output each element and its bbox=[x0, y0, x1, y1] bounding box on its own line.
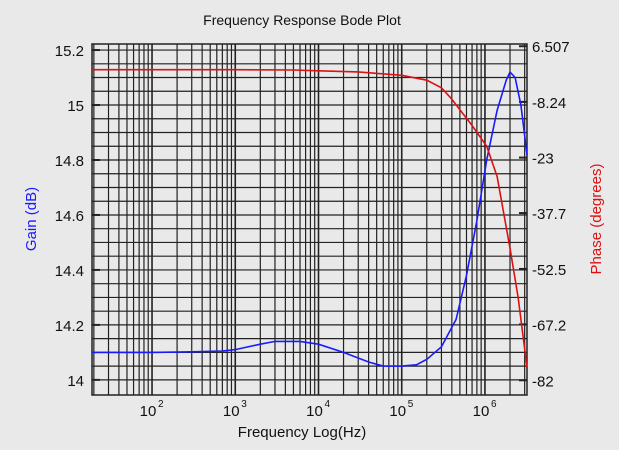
x-tick-exponent: 4 bbox=[324, 399, 330, 410]
x-tick-exponent: 2 bbox=[158, 399, 164, 410]
x-tick-label: 10 bbox=[389, 403, 406, 420]
x-tick-label: 10 bbox=[223, 403, 240, 420]
x-tick-exponent: 3 bbox=[241, 399, 247, 410]
y-tick-label: 15.2 bbox=[55, 43, 84, 60]
y-tick-label: 14.6 bbox=[55, 208, 84, 225]
y-tick-label: 15 bbox=[67, 98, 84, 115]
y2-tick-label: 6.507 bbox=[532, 39, 570, 56]
x-tick-label: 10 bbox=[473, 403, 490, 420]
y-tick-label: 14.8 bbox=[55, 153, 84, 170]
y-axis-label: Gain (dB) bbox=[23, 187, 40, 251]
y-tick-label: 14.4 bbox=[55, 263, 84, 280]
y2-tick-label: -8.24 bbox=[532, 95, 566, 112]
y2-axis-label: Phase (degrees) bbox=[588, 164, 605, 275]
y-tick-label: 14.2 bbox=[55, 318, 84, 335]
y2-tick-label: -67.2 bbox=[532, 317, 566, 334]
y2-tick-label: -37.7 bbox=[532, 206, 566, 223]
y2-tick-label: -23 bbox=[532, 151, 554, 168]
phase-line bbox=[92, 68, 528, 368]
x-axis-label: Frequency Log(Hz) bbox=[238, 424, 366, 441]
x-tick-label: 10 bbox=[140, 403, 157, 420]
x-tick-exponent: 5 bbox=[408, 399, 414, 410]
y2-tick-label: -52.5 bbox=[532, 262, 566, 279]
x-tick-exponent: 6 bbox=[491, 399, 497, 410]
y-tick-label: 14 bbox=[67, 373, 84, 390]
gain-line bbox=[92, 70, 528, 367]
y2-tick-label: -82 bbox=[532, 373, 554, 390]
chart-title: Frequency Response Bode Plot bbox=[203, 12, 401, 28]
x-tick-label: 10 bbox=[306, 403, 323, 420]
